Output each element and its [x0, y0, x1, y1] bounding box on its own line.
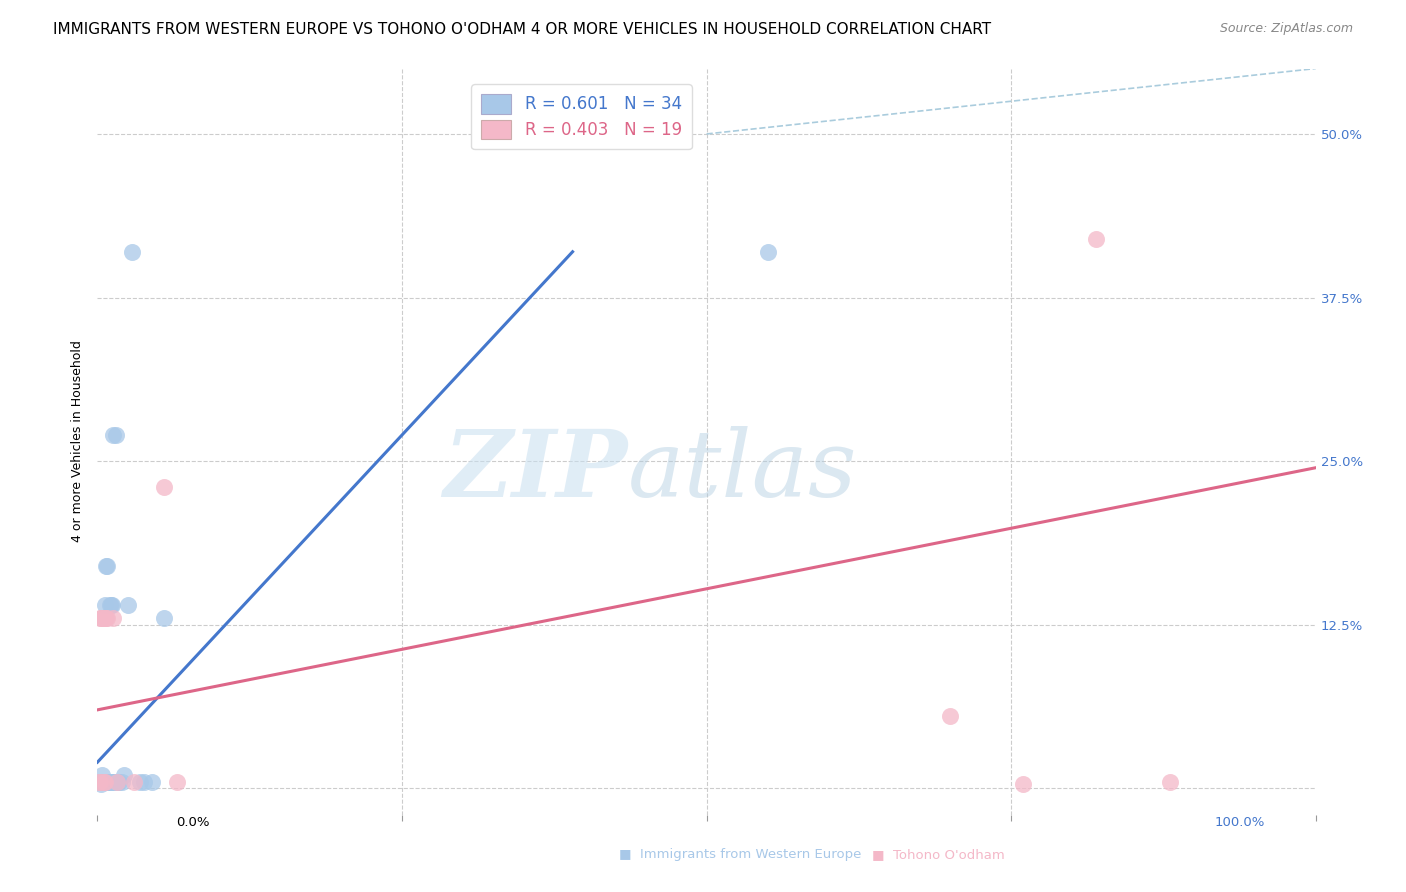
Point — [132, 775, 155, 789]
Point — [98, 598, 121, 612]
Point — [97, 775, 120, 789]
Point — [141, 775, 163, 789]
Text: 100.0%: 100.0% — [1215, 816, 1265, 830]
Point — [129, 775, 152, 789]
Point — [104, 428, 127, 442]
Point — [89, 775, 111, 789]
Point — [103, 611, 125, 625]
Point — [112, 768, 135, 782]
Point — [153, 611, 176, 625]
Text: Source: ZipAtlas.com: Source: ZipAtlas.com — [1219, 22, 1353, 36]
Point — [93, 775, 115, 789]
Text: IMMIGRANTS FROM WESTERN EUROPE VS TOHONO O'ODHAM 4 OR MORE VEHICLES IN HOUSEHOLD: IMMIGRANTS FROM WESTERN EUROPE VS TOHONO… — [53, 22, 991, 37]
Point — [1012, 777, 1035, 791]
Point — [96, 611, 118, 625]
Point — [105, 775, 128, 789]
Legend: R = 0.601   N = 34, R = 0.403   N = 19: R = 0.601 N = 34, R = 0.403 N = 19 — [471, 85, 692, 150]
Point — [93, 775, 115, 789]
Text: ■  Tohono O'odham: ■ Tohono O'odham — [872, 848, 1004, 861]
Point — [103, 775, 125, 789]
Point — [94, 611, 117, 625]
Text: atlas: atlas — [627, 426, 856, 516]
Point — [89, 611, 111, 625]
Point — [117, 598, 139, 612]
Point — [98, 775, 121, 789]
Point — [101, 775, 124, 789]
Y-axis label: 4 or more Vehicles in Household: 4 or more Vehicles in Household — [72, 341, 84, 542]
Point — [93, 775, 115, 789]
Point — [90, 775, 112, 789]
Point — [939, 709, 962, 723]
Point — [121, 244, 143, 259]
Point — [166, 775, 188, 789]
Point — [122, 775, 145, 789]
Text: ■  Immigrants from Western Europe: ■ Immigrants from Western Europe — [619, 848, 860, 861]
Point — [96, 558, 118, 573]
Point — [87, 775, 110, 789]
Point — [90, 611, 112, 625]
Point — [100, 598, 122, 612]
Point — [91, 768, 114, 782]
Point — [153, 480, 176, 494]
Point — [108, 775, 131, 789]
Text: 0.0%: 0.0% — [176, 816, 209, 830]
Point — [93, 611, 115, 625]
Point — [1085, 232, 1108, 246]
Point — [101, 598, 124, 612]
Point — [94, 775, 117, 789]
Point — [93, 775, 115, 789]
Point — [105, 775, 128, 789]
Point — [93, 775, 115, 789]
Point — [94, 558, 117, 573]
Point — [111, 775, 134, 789]
Point — [98, 775, 121, 789]
Point — [90, 777, 112, 791]
Text: ZIP: ZIP — [443, 426, 627, 516]
Point — [91, 775, 114, 789]
Point — [91, 611, 114, 625]
Point — [103, 428, 125, 442]
Point — [1159, 775, 1181, 789]
Point — [105, 775, 128, 789]
Point — [93, 598, 115, 612]
Point — [89, 775, 111, 789]
Point — [756, 244, 779, 259]
